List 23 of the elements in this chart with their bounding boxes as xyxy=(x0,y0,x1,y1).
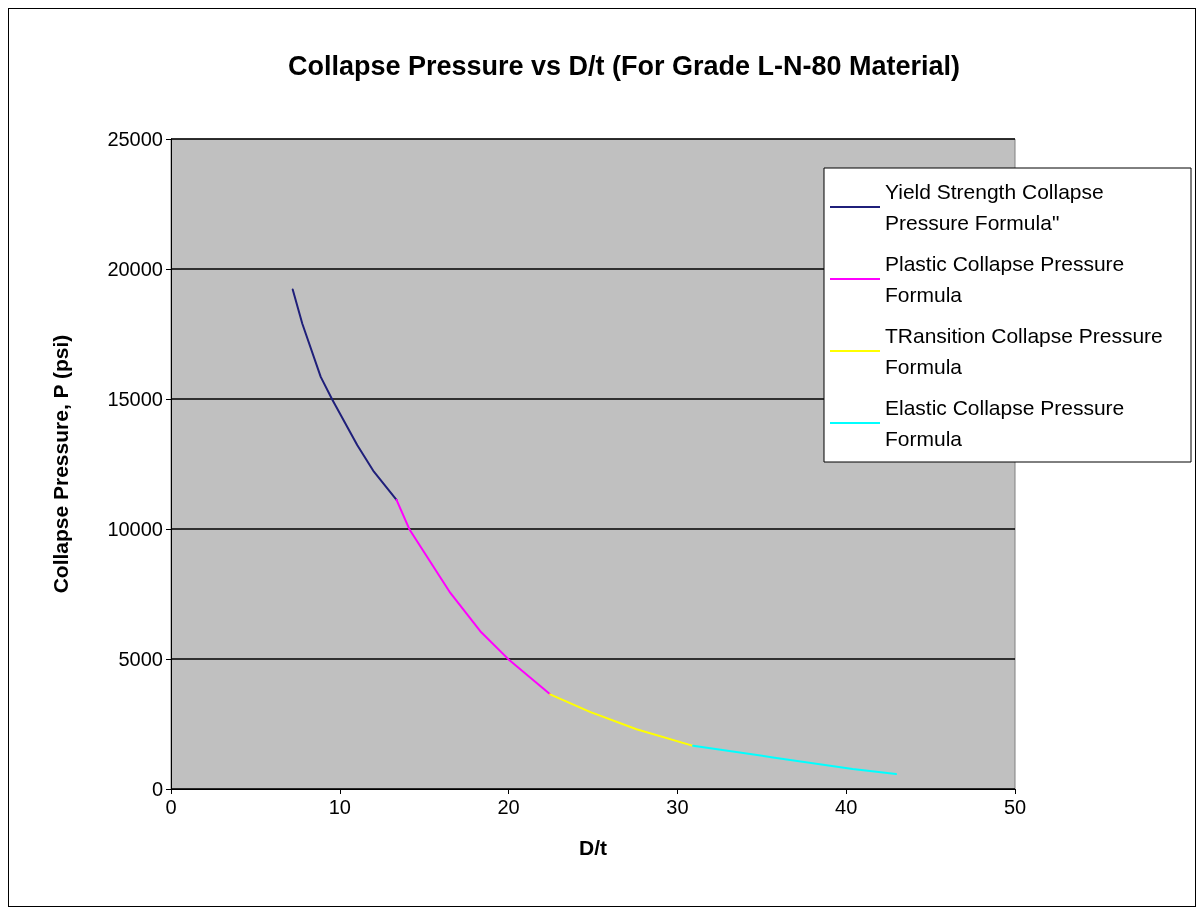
line-series xyxy=(395,498,552,696)
x-tick-label: 0 xyxy=(165,796,177,818)
y-tick-label: 5000 xyxy=(118,648,163,670)
x-tick-label: 50 xyxy=(1003,796,1027,818)
legend-label: Plastic Collapse Pressure Formula xyxy=(885,252,1131,306)
line-series xyxy=(692,744,897,776)
x-tick-label: 20 xyxy=(497,796,520,818)
y-axis-title: Collapse Pressure, P (psi) xyxy=(49,334,72,594)
y-tick-label: 15000 xyxy=(107,388,163,410)
line-series xyxy=(549,693,695,747)
legend-label: Yield Strength Collapse Pressure Formula" xyxy=(885,180,1110,234)
legend-label: Elastic Collapse Pressure Formula xyxy=(885,396,1131,450)
y-tick-label: 10000 xyxy=(107,518,163,540)
chart-title: Collapse Pressure vs D/t (For Grade L-N-80 Material) xyxy=(287,50,961,81)
x-tick-label: 40 xyxy=(835,796,858,818)
y-tick-label: 20000 xyxy=(107,258,163,280)
x-axis-title: D/t xyxy=(579,836,607,859)
y-tick-label: 25000 xyxy=(107,128,163,150)
x-tick-label: 30 xyxy=(666,796,689,818)
x-tick-label: 10 xyxy=(328,796,351,818)
line-series xyxy=(291,288,398,501)
y-tick-label: 0 xyxy=(151,778,163,800)
legend-label: TRansition Collapse Pressure Formula xyxy=(885,324,1169,378)
